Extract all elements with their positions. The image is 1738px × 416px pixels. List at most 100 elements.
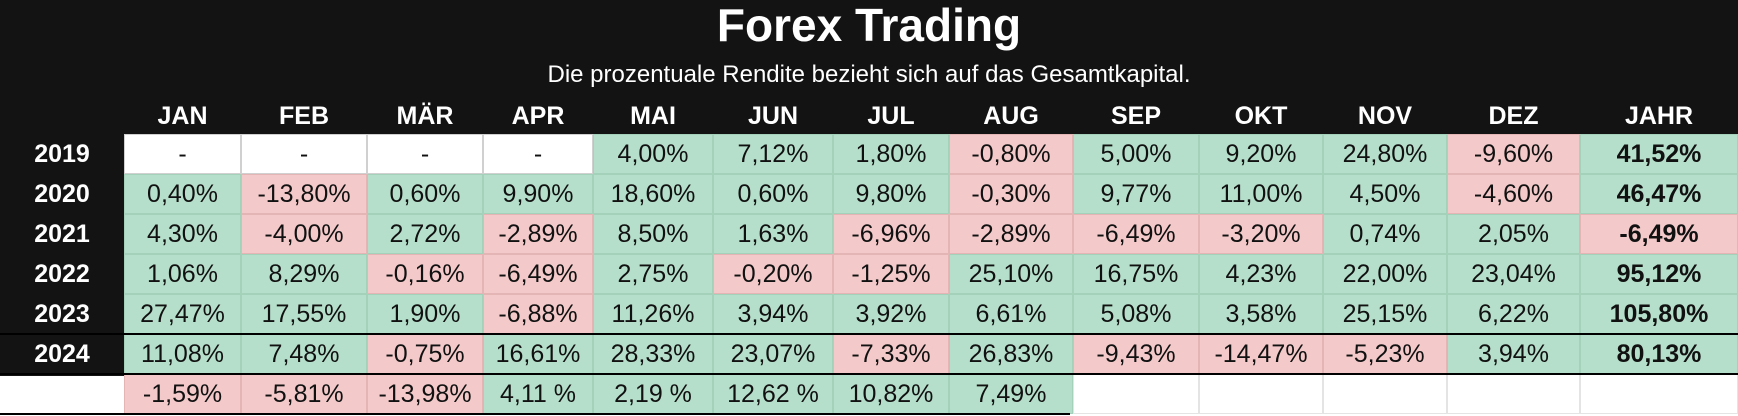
monthly-return-cell: -5,23% [1323, 334, 1447, 374]
monthly-return-cell: -1,59% [124, 374, 241, 414]
monthly-return-cell: 3,94% [713, 294, 833, 334]
annual-return-cell: 95,12% [1580, 254, 1738, 294]
monthly-return-cell: -2,89% [949, 214, 1073, 254]
monthly-return-cell: 9,20% [1199, 134, 1323, 174]
monthly-return-cell: 4,00% [593, 134, 713, 174]
monthly-return-cell: 1,80% [833, 134, 949, 174]
monthly-return-cell: 0,60% [713, 174, 833, 214]
monthly-return-cell: - [241, 134, 367, 174]
monthly-return-cell: -6,96% [833, 214, 949, 254]
monthly-return-cell: 18,60% [593, 174, 713, 214]
column-header-jahr: JAHR [1624, 102, 1694, 130]
monthly-return-cell: 23,07% [713, 334, 833, 374]
monthly-return-cell: - [483, 134, 593, 174]
column-header-okt: OKT [1234, 102, 1288, 130]
monthly-return-cell: 24,80% [1323, 134, 1447, 174]
monthly-return-cell: 3,58% [1199, 294, 1323, 334]
monthly-return-cell: 17,55% [241, 294, 367, 334]
row-year-label: 2024 [34, 340, 90, 368]
row-separator-line [0, 333, 1738, 335]
monthly-return-cell: 2,75% [593, 254, 713, 294]
monthly-return-cell: 4,23% [1199, 254, 1323, 294]
row-separator-line [0, 373, 1738, 375]
monthly-return-cell: -1,25% [833, 254, 949, 294]
monthly-return-cell: 11,08% [124, 334, 241, 374]
monthly-return-cell [1323, 374, 1447, 414]
monthly-return-cell: 28,33% [593, 334, 713, 374]
annual-return-cell: 46,47% [1580, 174, 1738, 214]
monthly-return-cell: 2,05% [1447, 214, 1580, 254]
monthly-return-cell: -9,43% [1073, 334, 1199, 374]
monthly-return-cell: 26,83% [949, 334, 1073, 374]
column-header-dez: DEZ [1488, 102, 1539, 130]
column-header-jun: JUN [747, 102, 798, 130]
monthly-return-cell: -7,33% [833, 334, 949, 374]
monthly-return-cell: 3,92% [833, 294, 949, 334]
row-separator-line [0, 413, 1070, 415]
monthly-return-cell: 25,15% [1323, 294, 1447, 334]
monthly-return-cell: 5,00% [1073, 134, 1199, 174]
row-year-label: 2019 [34, 140, 90, 168]
row-year-label: 2021 [34, 220, 90, 248]
monthly-return-cell: 3,94% [1447, 334, 1580, 374]
monthly-return-cell: -0,30% [949, 174, 1073, 214]
column-header-nov: NOV [1357, 102, 1413, 130]
monthly-return-cell: 5,08% [1073, 294, 1199, 334]
monthly-return-cell: 2,19 % [593, 374, 713, 414]
monthly-return-cell: -9,60% [1447, 134, 1580, 174]
monthly-return-cell: -0,75% [367, 334, 483, 374]
column-header-jul: JUL [867, 102, 915, 130]
monthly-return-cell: -4,00% [241, 214, 367, 254]
monthly-return-cell: 12,62 % [713, 374, 833, 414]
monthly-return-cell: 8,29% [241, 254, 367, 294]
monthly-return-cell: -0,80% [949, 134, 1073, 174]
monthly-return-cell: -4,60% [1447, 174, 1580, 214]
monthly-return-cell: 16,61% [483, 334, 593, 374]
column-header-aug: AUG [983, 102, 1039, 130]
annual-return-cell: 105,80% [1580, 294, 1738, 334]
row-year-label: 2025 [34, 380, 90, 408]
monthly-return-cell: 1,90% [367, 294, 483, 334]
monthly-return-cell: 22,00% [1323, 254, 1447, 294]
column-header-sep: SEP [1110, 102, 1162, 130]
monthly-return-cell: 8,50% [593, 214, 713, 254]
monthly-return-cell: 10,82% [833, 374, 949, 414]
monthly-return-cell: -13,80% [241, 174, 367, 214]
monthly-return-cell: -5,81% [241, 374, 367, 414]
monthly-return-cell: 4,50% [1323, 174, 1447, 214]
monthly-return-cell: -6,88% [483, 294, 593, 334]
monthly-return-cell: -0,20% [713, 254, 833, 294]
monthly-return-cell: 4,11 % [483, 374, 593, 414]
monthly-return-cell: 27,47% [124, 294, 241, 334]
row-year-label: 2022 [34, 260, 90, 288]
monthly-return-cell: -13,98% [367, 374, 483, 414]
page-subtitle: Die prozentuale Rendite bezieht sich auf… [547, 61, 1191, 88]
annual-return-cell: -6,49% [1580, 214, 1738, 254]
column-header-apr: APR [511, 102, 565, 130]
monthly-return-cell: -0,16% [367, 254, 483, 294]
monthly-return-cell: 6,61% [949, 294, 1073, 334]
monthly-return-cell: 0,74% [1323, 214, 1447, 254]
column-header-jan: JAN [157, 102, 208, 130]
column-header-mär: MÄR [396, 102, 454, 130]
annual-return-cell: 80,13% [1580, 334, 1738, 374]
monthly-return-cell: 0,60% [367, 174, 483, 214]
monthly-return-cell: 16,75% [1073, 254, 1199, 294]
monthly-return-cell: 0,40% [124, 174, 241, 214]
monthly-return-cell: 7,48% [241, 334, 367, 374]
monthly-return-cell: -6,49% [483, 254, 593, 294]
monthly-return-cell: 9,77% [1073, 174, 1199, 214]
page-title: Forex Trading [716, 0, 1022, 51]
monthly-return-cell: -14,47% [1199, 334, 1323, 374]
monthly-return-cell: -6,49% [1073, 214, 1199, 254]
annual-return-cell [1580, 374, 1738, 414]
monthly-return-cell: 11,00% [1199, 174, 1323, 214]
monthly-return-cell: 23,04% [1447, 254, 1580, 294]
column-header-feb: FEB [279, 102, 329, 130]
monthly-return-cell: 9,90% [483, 174, 593, 214]
monthly-return-cell: 1,06% [124, 254, 241, 294]
row-year-label: 2023 [34, 300, 90, 328]
monthly-return-cell: 1,63% [713, 214, 833, 254]
